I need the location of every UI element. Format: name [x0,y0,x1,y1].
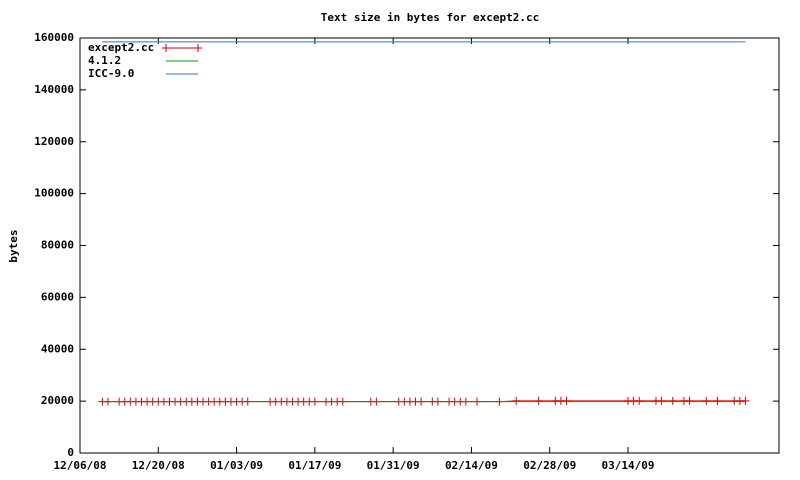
legend-marker [162,44,202,52]
y-tick-label: 0 [67,446,74,459]
point-marker [512,396,521,405]
point-marker [713,396,722,405]
y-tick-label: 160000 [34,31,74,44]
plot-frame [79,37,780,454]
x-tick-label: 03/14/09 [602,459,655,472]
point-marker [702,396,711,405]
x-tick-label: 12/20/08 [132,459,185,472]
x-tick-label: 12/06/08 [54,459,107,472]
point-marker [685,396,694,405]
x-tick-label: 02/14/09 [445,459,498,472]
legend-label: ICC-9.0 [88,67,134,80]
x-tick-label: 01/17/09 [288,459,341,472]
point-marker [562,396,571,405]
y-tick-label: 40000 [41,342,74,355]
y-tick-label: 20000 [41,394,74,407]
x-tick-label: 01/03/09 [210,459,263,472]
y-tick-label: 100000 [34,187,74,200]
point-marker [668,396,677,405]
x-tick-label: 01/31/09 [367,459,420,472]
y-tick-label: 140000 [34,83,74,96]
x-tick-label: 02/28/09 [523,459,576,472]
y-tick-label: 80000 [41,239,74,252]
y-axis-label: bytes [7,229,20,262]
y-tick-label: 60000 [41,290,74,303]
chart-title: Text size in bytes for except2.cc [321,11,540,24]
point-marker [741,396,750,405]
y-tick-label: 120000 [34,135,74,148]
point-marker [657,396,666,405]
point-marker [534,396,543,405]
point-marker [635,396,644,405]
legend-label: except2.cc [88,41,154,54]
legend-label: 4.1.2 [88,54,121,67]
